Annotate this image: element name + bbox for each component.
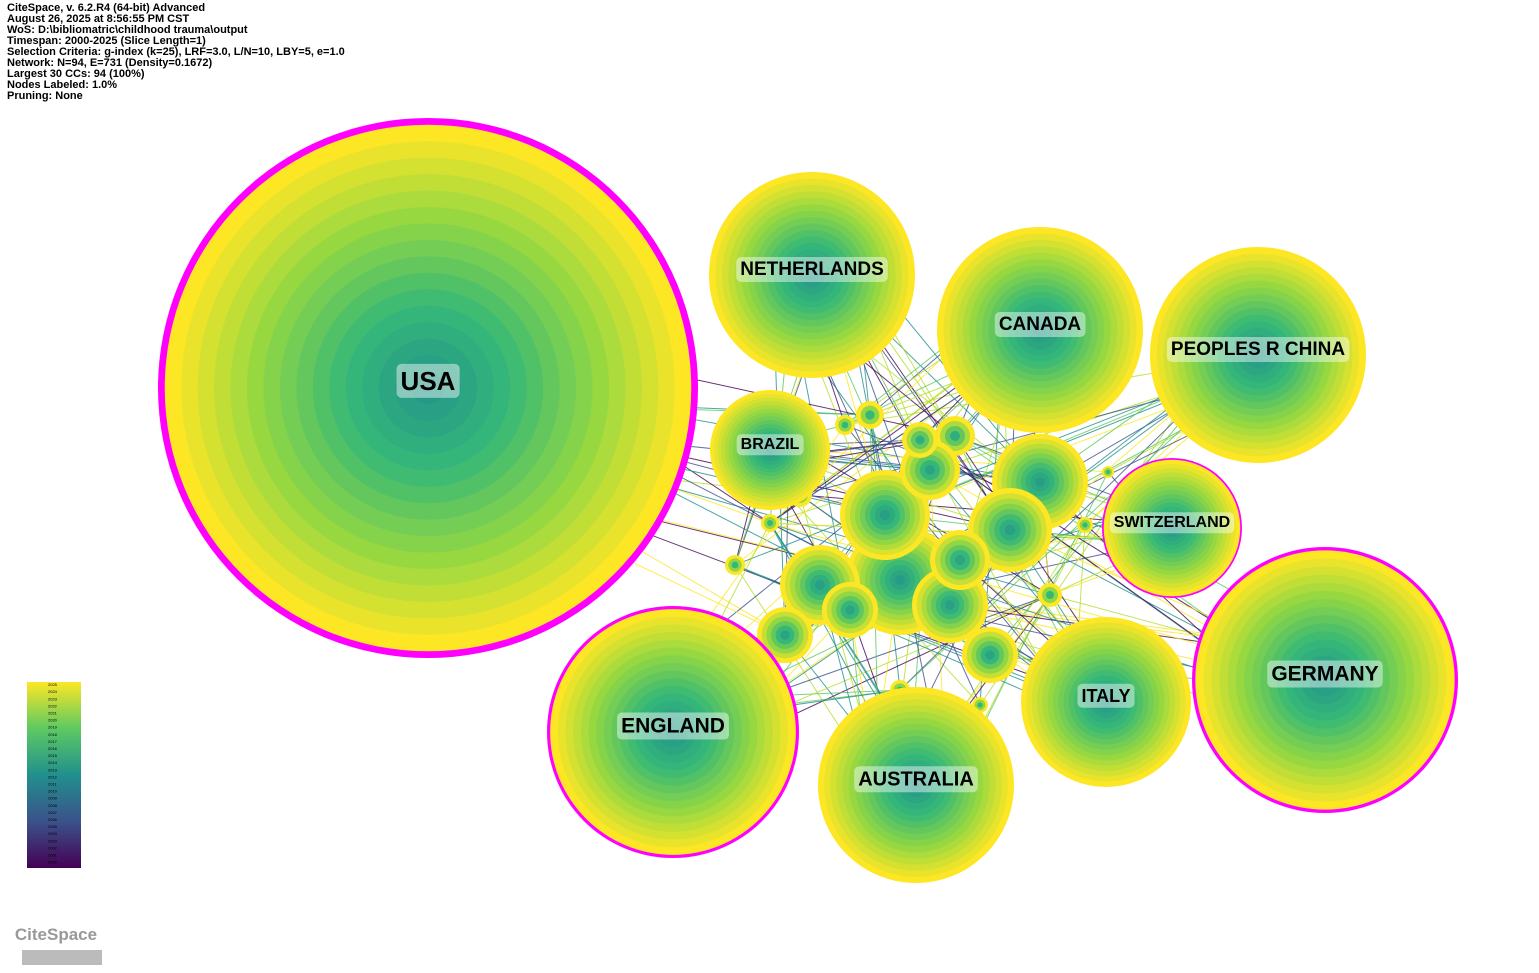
header-line: WoS: D:\bibliomatric\childhood trauma\ou… — [7, 24, 248, 36]
legend-year: 2004 — [48, 831, 58, 836]
node-ring — [1035, 477, 1045, 487]
node-label: CANADA — [999, 314, 1082, 335]
legend-year: 2001 — [48, 852, 58, 857]
header-line: Selection Criteria: g-index (k=25), LRF=… — [7, 46, 345, 58]
node-ring — [1106, 470, 1110, 474]
node-ring — [805, 268, 819, 282]
legend-year: 2006 — [48, 817, 58, 822]
legend-year: 2012 — [48, 774, 58, 779]
legend-year: 2017 — [48, 739, 58, 744]
legend-year: 2011 — [48, 781, 57, 786]
node-ring — [766, 446, 774, 454]
legend-year: 2013 — [48, 767, 58, 772]
node-label: ENGLAND — [621, 715, 725, 738]
legend-year: 2002 — [48, 845, 58, 850]
node-ring — [895, 575, 905, 585]
header-line: Nodes Labeled: 1.0% — [7, 79, 117, 91]
legend-year: 2022 — [48, 703, 58, 708]
header-line: Pruning: None — [7, 90, 83, 102]
label-backdrop — [617, 712, 729, 740]
node-ring — [1316, 671, 1334, 689]
node-ring — [985, 650, 995, 660]
node-label: ITALY — [1081, 686, 1130, 706]
edge — [989, 382, 1213, 656]
legend-year: 2007 — [48, 810, 58, 815]
node-ring — [731, 561, 739, 569]
label-backdrop — [1077, 683, 1135, 708]
legend-year: 2005 — [48, 824, 58, 829]
label-backdrop — [854, 766, 978, 793]
node-label: SWITZERLAND — [1114, 514, 1230, 531]
header-line: CiteSpace, v. 6.2.R4 (64-bit) Advanced — [7, 2, 205, 14]
node-ring — [955, 555, 965, 565]
legend-year: 2008 — [48, 803, 58, 808]
node-ring — [945, 600, 955, 610]
legend-year: 2018 — [48, 732, 58, 737]
node-ring — [925, 465, 935, 475]
label-backdrop — [396, 363, 460, 398]
label-backdrop — [1166, 337, 1350, 363]
node-ring — [1100, 696, 1112, 708]
legend-year: 2023 — [48, 696, 58, 701]
node-label: BRAZIL — [741, 436, 800, 453]
node-ring — [865, 410, 875, 420]
logo: CiteSpace — [15, 925, 102, 965]
legend-year: 2019 — [48, 725, 58, 730]
node-ring — [1082, 522, 1088, 528]
legend-year: 2025 — [48, 682, 58, 687]
legend-year: 2009 — [48, 796, 58, 801]
node-label: PEOPLES R CHINA — [1171, 339, 1345, 360]
legend-year: 2016 — [48, 746, 58, 751]
node-ring — [1046, 591, 1054, 599]
node-ring — [909, 778, 923, 792]
header-line: Largest 30 CCs: 94 (100%) — [7, 68, 145, 80]
node-ring — [1251, 348, 1265, 362]
node-label: AUSTRALIA — [858, 768, 974, 790]
node-label: USA — [401, 366, 456, 396]
node-ring — [915, 435, 925, 445]
header-line: August 26, 2025 at 8:56:55 PM CST — [7, 13, 189, 25]
legend: 2025 2024 2023 2022 2021 2020 2019 2018 2017 2016… — [48, 682, 58, 865]
node-ring — [767, 520, 773, 526]
node-ring — [780, 630, 790, 640]
node-ring — [411, 371, 445, 405]
color-bar — [27, 682, 81, 868]
header: CiteSpace, v. 6.2.R4 (64-bit) AdvancedAu… — [7, 2, 345, 102]
nodes — [158, 118, 1458, 883]
legend-year: 2020 — [48, 718, 58, 723]
node-ring — [880, 510, 890, 520]
label-backdrop — [1267, 660, 1383, 688]
legend-year: 2024 — [48, 689, 58, 694]
node-ring — [665, 724, 681, 740]
label-backdrop — [736, 257, 888, 283]
legend-year: 2010 — [48, 789, 58, 794]
node-label: NETHERLANDS — [740, 259, 884, 280]
node-ring — [950, 431, 960, 441]
node-label: GERMANY — [1271, 663, 1378, 686]
node-labels: USA NETHERLANDS CANADA PEOPLES R CHINA BRAZI… — [396, 257, 1383, 793]
edge — [734, 379, 1207, 566]
legend-year: 2015 — [48, 753, 58, 758]
node-ring — [1033, 323, 1047, 337]
node-ring — [845, 605, 855, 615]
node-ring — [977, 702, 983, 708]
header-line: Network: N=94, E=731 (Density=0.1672) — [7, 57, 212, 69]
label-backdrop — [994, 312, 1086, 338]
legend-year: 2014 — [48, 760, 58, 765]
legend-year: 2003 — [48, 838, 58, 843]
label-backdrop — [736, 434, 804, 456]
legend-year: 2000 — [48, 860, 58, 865]
node-ring — [815, 580, 825, 590]
node-ring — [1167, 523, 1177, 533]
legend-year: 2021 — [48, 710, 58, 715]
node-ring — [1004, 524, 1016, 536]
logo-base — [22, 950, 102, 965]
header-line: Timespan: 2000-2025 (Slice Length=1) — [7, 35, 206, 47]
node-ring — [841, 421, 849, 429]
label-backdrop — [1109, 512, 1235, 534]
logo-text: CiteSpace — [15, 925, 97, 944]
